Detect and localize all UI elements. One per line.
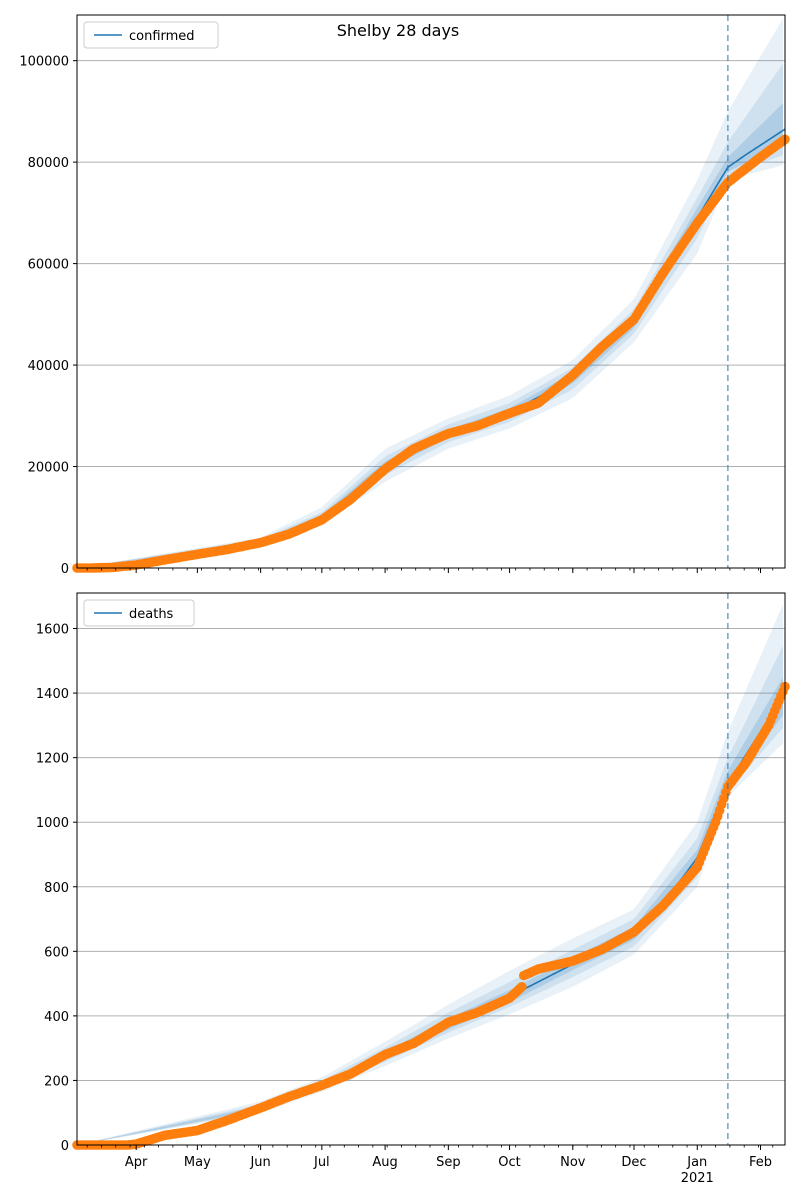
y-tick-label: 600: [44, 945, 69, 960]
x-tick-label: May: [184, 1155, 211, 1170]
y-tick-label: 800: [44, 881, 69, 896]
y-tick-label: 400: [44, 1010, 69, 1025]
deaths-legend: deaths: [83, 599, 195, 627]
confirmed-legend: confirmed: [83, 21, 219, 49]
x-tick-label: Jul: [313, 1155, 330, 1170]
x-tick-label: Sep: [436, 1155, 461, 1170]
legend-label: confirmed: [129, 29, 195, 44]
x-tick-label: Apr: [125, 1155, 148, 1170]
deaths-panel: 0 200 400 600 800 1000 1200 1400 1600 deaths: [36, 592, 790, 1154]
legend-box: [83, 21, 219, 49]
y-tick-label: 0: [61, 1139, 69, 1154]
legend-label: deaths: [129, 607, 174, 622]
x-tick-label: Nov: [560, 1155, 586, 1170]
legend-box: [83, 599, 195, 627]
x-tick-label: Jun: [249, 1155, 270, 1170]
y-tick-label: 100000: [19, 55, 69, 70]
confirmed-axes-frame: [76, 14, 786, 569]
y-tick-label: 40000: [28, 359, 69, 374]
deaths-axes-frame: [76, 592, 786, 1146]
x-tick-label: Oct: [498, 1155, 520, 1170]
shared-x-axis: Apr May Jun Jul Aug Sep Oct Nov Dec Jan Feb 2021: [125, 1155, 772, 1186]
y-tick-label: 60000: [28, 258, 69, 273]
x-tick-label: Jan: [686, 1155, 707, 1170]
y-tick-label: 1600: [36, 623, 69, 638]
y-tick-label: 200: [44, 1074, 69, 1089]
y-tick-label: 0: [61, 562, 69, 577]
confirmed-panel: 0 20000 40000 60000 80000 100000 confirmed: [19, 14, 790, 577]
x-tick-label: Feb: [749, 1155, 772, 1170]
y-tick-label: 1200: [36, 752, 69, 767]
y-tick-label: 1400: [36, 687, 69, 702]
y-tick-label: 1000: [36, 816, 69, 831]
deaths-observed-point: [517, 982, 527, 992]
y-tick-label: 20000: [28, 461, 69, 476]
y-tick-label: 80000: [28, 156, 69, 171]
x-tick-label: Aug: [372, 1155, 397, 1170]
x-tick-label: Dec: [621, 1155, 646, 1170]
figure-title: Shelby 28 days: [337, 21, 460, 40]
x-year-label: 2021: [681, 1171, 714, 1186]
confirmed-band-outer: [77, 18, 783, 568]
